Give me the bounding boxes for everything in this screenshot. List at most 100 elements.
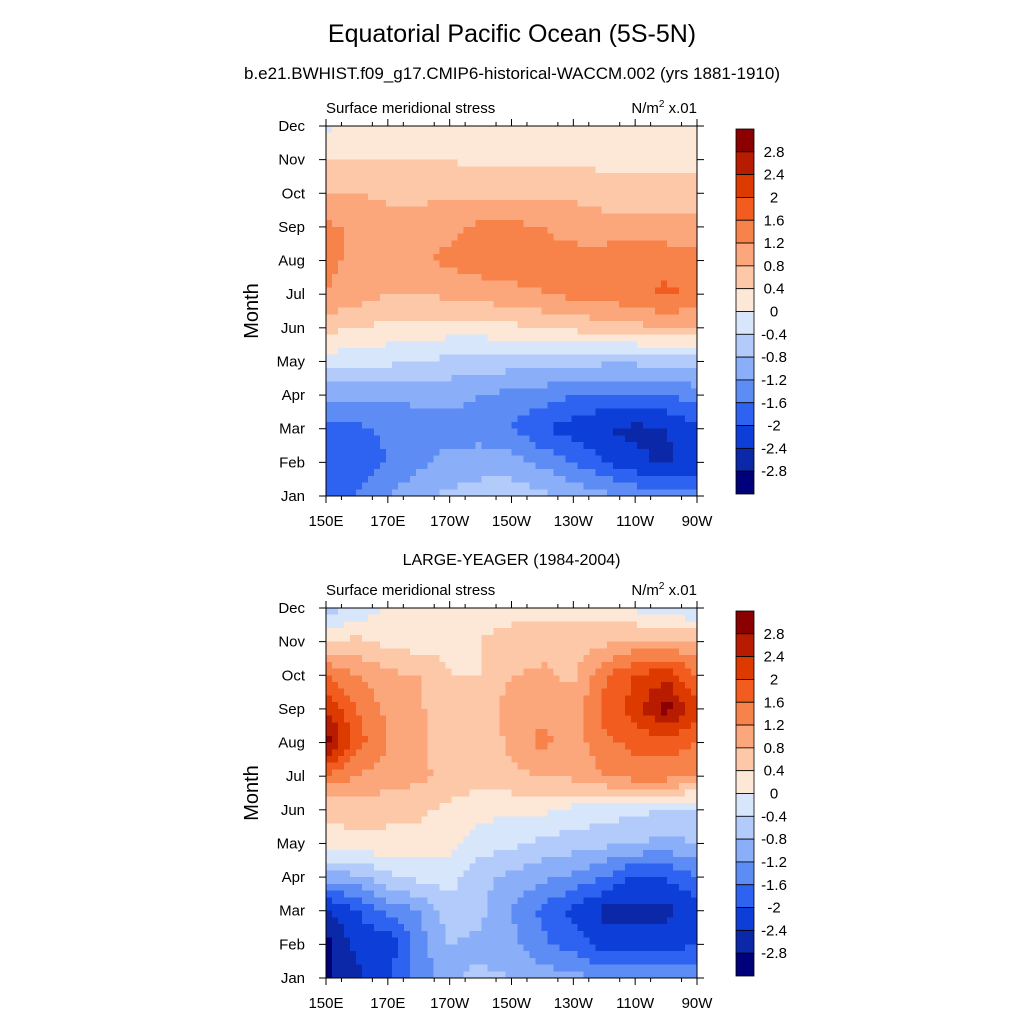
heatmap-cell: [343, 321, 351, 329]
heatmap-cell: [445, 213, 453, 221]
heatmap-cell: [553, 634, 560, 643]
heatmap-cell: [523, 179, 531, 188]
heatmap-cell: [361, 388, 369, 396]
heatmap-cell: [547, 146, 554, 154]
heatmap-cell: [451, 294, 459, 302]
heatmap-cell: [427, 415, 435, 423]
heatmap-cell: [463, 634, 471, 643]
heatmap-cell: [415, 267, 423, 275]
heatmap-cell: [451, 742, 459, 750]
heatmap-cell: [427, 388, 435, 396]
heatmap-cell: [469, 152, 477, 161]
heatmap-cell: [631, 422, 638, 430]
heatmap-cell: [577, 395, 584, 403]
heatmap-cell: [505, 702, 513, 710]
heatmap-cell: [385, 655, 393, 663]
heatmap-cell: [361, 475, 369, 484]
heatmap-cell: [655, 186, 662, 194]
heatmap-cell: [631, 715, 638, 723]
heatmap-cell: [355, 253, 363, 262]
heatmap-cell: [661, 608, 668, 616]
heatmap-cell: [571, 341, 578, 349]
heatmap-cell: [445, 435, 453, 443]
heatmap-cell: [469, 749, 477, 757]
heatmap-cell: [457, 274, 465, 282]
heatmap-cell: [553, 368, 560, 376]
colorbar-label: 0.8: [764, 258, 785, 275]
heatmap-cell: [571, 442, 578, 450]
heatmap-cell: [349, 408, 357, 416]
heatmap-cell: [655, 668, 662, 676]
heatmap-cell: [559, 152, 566, 161]
heatmap-cell: [679, 193, 686, 201]
heatmap-cell: [595, 132, 602, 141]
heatmap-cell: [661, 395, 668, 403]
heatmap-cell: [673, 634, 680, 643]
heatmap-cell: [433, 742, 441, 750]
heatmap-cell: [391, 614, 399, 623]
heatmap-cell: [367, 702, 375, 710]
heatmap-cell: [643, 756, 650, 764]
heatmap-cell: [367, 668, 375, 676]
heatmap-cell: [655, 200, 662, 208]
heatmap-cell: [583, 146, 590, 154]
heatmap-cell: [427, 408, 435, 416]
heatmap-cell: [541, 708, 548, 717]
heatmap-cell: [667, 641, 674, 649]
heatmap-cell: [541, 220, 548, 228]
heatmap-cell: [403, 435, 411, 443]
heatmap-cell: [415, 729, 423, 737]
heatmap-cell: [691, 341, 698, 349]
heatmap-cell: [601, 186, 608, 194]
heatmap-cell: [517, 132, 525, 141]
heatmap-cell: [655, 708, 662, 717]
heatmap-cell: [493, 661, 501, 670]
heatmap-cell: [571, 415, 578, 423]
heatmap-cell: [541, 233, 548, 241]
heatmap-cell: [553, 422, 560, 430]
heatmap-cell: [385, 220, 393, 228]
heatmap-cell: [619, 354, 626, 363]
heatmap-cell: [355, 675, 363, 683]
heatmap-cell: [589, 682, 596, 690]
heatmap-cell: [367, 682, 375, 690]
heatmap-cell: [355, 682, 363, 690]
heatmap-cell: [667, 634, 674, 643]
heatmap-cell: [637, 715, 644, 723]
heatmap-cell: [661, 661, 668, 670]
heatmap-cell: [589, 408, 596, 416]
heatmap-cell: [331, 688, 339, 697]
heatmap-cell: [535, 166, 543, 174]
heatmap-cell: [385, 401, 393, 410]
heatmap-cell: [577, 655, 584, 663]
heatmap-cell: [331, 368, 339, 376]
heatmap-cell: [511, 675, 519, 683]
heatmap-cell: [535, 240, 543, 248]
heatmap-cell: [667, 628, 674, 636]
heatmap-cell: [619, 126, 626, 134]
heatmap-cell: [619, 139, 626, 147]
heatmap-cell: [421, 274, 429, 282]
heatmap-cell: [595, 166, 602, 174]
heatmap-cell: [523, 334, 531, 342]
heatmap-cell: [565, 735, 572, 744]
heatmap-cell: [326, 448, 333, 457]
heatmap-cell: [685, 462, 692, 470]
heatmap-cell: [571, 253, 578, 262]
heatmap-cell: [397, 655, 405, 663]
heatmap-cell: [439, 729, 447, 737]
heatmap-cell: [355, 388, 363, 396]
heatmap-cell: [457, 422, 465, 430]
heatmap-cell: [607, 702, 614, 710]
heatmap-cell: [397, 715, 405, 723]
heatmap-cell: [433, 401, 441, 410]
heatmap-cell: [589, 608, 596, 616]
heatmap-cell: [673, 756, 680, 764]
heatmap-cell: [625, 388, 632, 396]
heatmap-cell: [637, 274, 644, 282]
heatmap-cell: [541, 179, 548, 188]
heatmap-cell: [373, 166, 381, 174]
heatmap-cell: [457, 621, 465, 629]
heatmap-cell: [613, 220, 620, 228]
heatmap-cell: [553, 475, 560, 484]
